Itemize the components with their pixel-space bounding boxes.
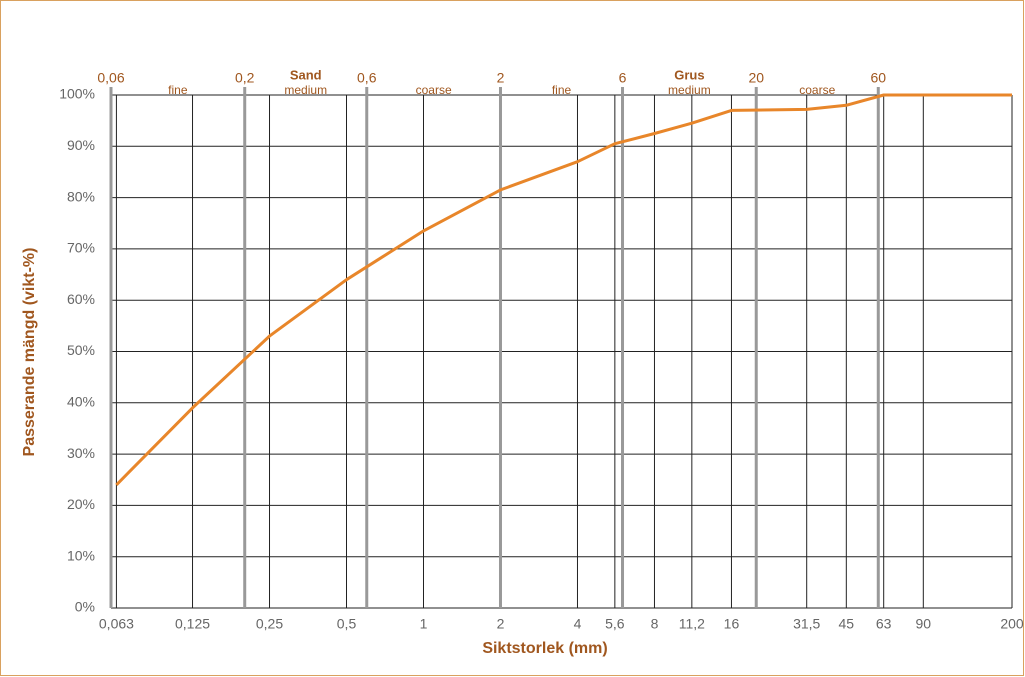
y-axis-title: Passerande mängd (vikt-%)	[21, 248, 38, 457]
x-tick-label: 8	[651, 616, 659, 632]
y-tick-label: 100%	[59, 86, 95, 102]
x-tick-label: 0,5	[337, 616, 357, 632]
y-tick-label: 20%	[67, 496, 95, 512]
x-tick-label: 11,2	[679, 616, 705, 632]
y-tick-label: 70%	[67, 240, 95, 256]
top-tick-label: 0,2	[235, 70, 255, 86]
fraction-sub-label: coarse	[416, 83, 452, 97]
y-tick-label: 60%	[67, 291, 95, 307]
y-tick-label: 50%	[67, 342, 95, 358]
top-tick-label: 60	[870, 70, 886, 86]
top-tick-label: 2	[497, 70, 505, 86]
fraction-sub-label: medium	[668, 83, 711, 97]
x-tick-label: 5,6	[605, 616, 625, 632]
x-tick-label: 16	[724, 616, 740, 632]
x-tick-label: 0,125	[175, 616, 210, 632]
y-tick-label: 10%	[67, 547, 95, 563]
x-tick-label: 63	[876, 616, 892, 632]
fraction-sub-label: fine	[168, 83, 188, 97]
y-tick-label: 30%	[67, 445, 95, 461]
x-tick-label: 31,5	[793, 616, 820, 632]
y-tick-label: 90%	[67, 137, 95, 153]
x-tick-label: 4	[574, 616, 582, 632]
x-tick-label: 0,25	[256, 616, 283, 632]
top-tick-label: 0,06	[97, 70, 124, 86]
fraction-label: Grus	[674, 67, 704, 82]
fraction-sub-label: medium	[284, 83, 327, 97]
x-axis-title: Siktstorlek (mm)	[482, 640, 607, 657]
x-tick-label: 45	[839, 616, 855, 632]
top-tick-label: 20	[748, 70, 764, 86]
x-tick-label: 90	[916, 616, 932, 632]
fraction-sub-label: coarse	[799, 83, 835, 97]
x-tick-label: 200	[1000, 616, 1024, 632]
top-tick-label: 6	[619, 70, 627, 86]
top-tick-label: 0,6	[357, 70, 377, 86]
x-tick-label: 2	[497, 616, 505, 632]
y-tick-label: 80%	[67, 188, 95, 204]
y-tick-label: 40%	[67, 394, 95, 410]
y-tick-label: 0%	[75, 599, 95, 615]
x-tick-label: 0,063	[99, 616, 134, 632]
fraction-sub-label: fine	[552, 83, 572, 97]
fraction-label: Sand	[290, 67, 322, 82]
x-tick-label: 1	[420, 616, 428, 632]
data-line	[115, 93, 1012, 486]
